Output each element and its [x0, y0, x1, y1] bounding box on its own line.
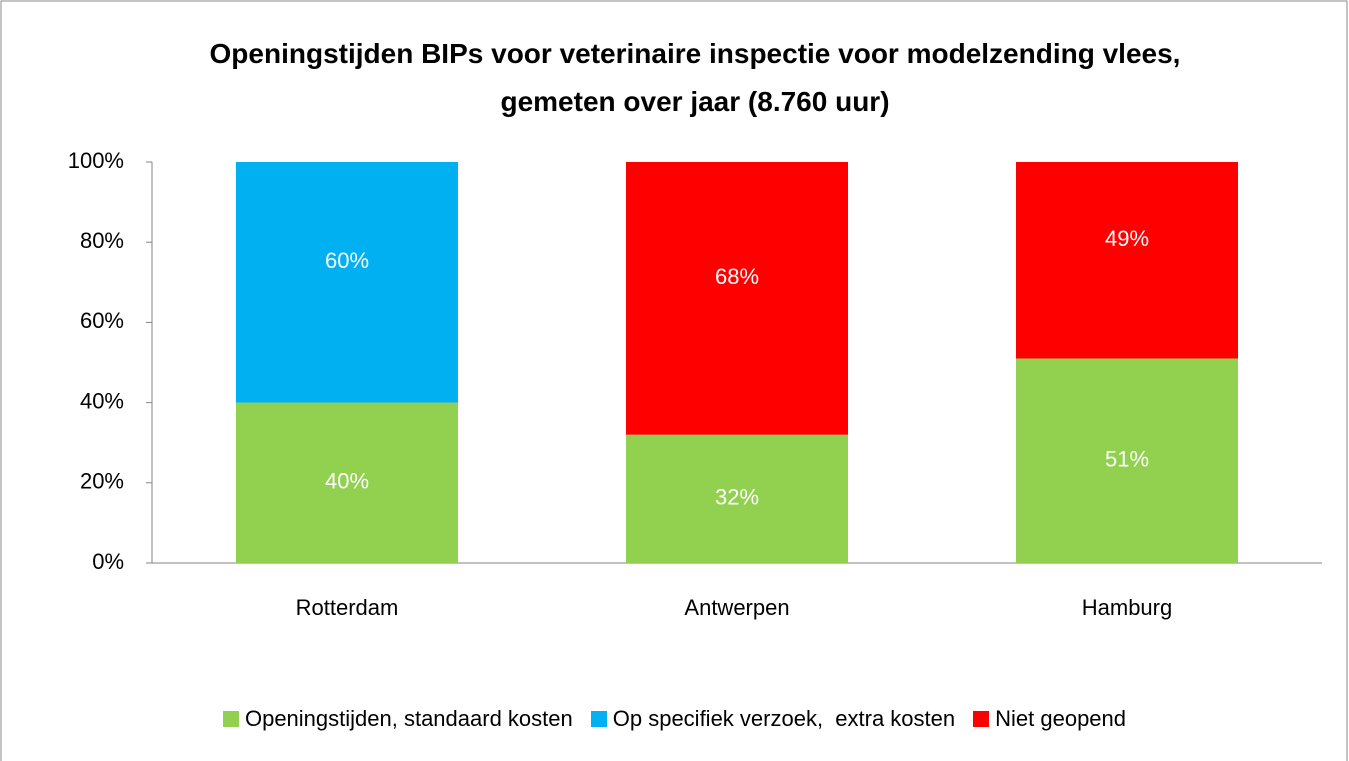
data-label: 51%: [1105, 447, 1149, 472]
data-label: 68%: [715, 264, 759, 289]
data-label: 32%: [715, 485, 759, 510]
x-tick-label: Antwerpen: [684, 595, 789, 620]
data-label: 49%: [1105, 226, 1149, 251]
data-label: 60%: [325, 248, 369, 273]
legend-label: Op specifiek verzoek, extra kosten: [612, 706, 956, 731]
y-tick-label: 0%: [92, 549, 124, 574]
y-tick-label: 80%: [80, 228, 124, 253]
legend-item: Niet geopend: [973, 706, 1126, 732]
legend-swatch: [590, 711, 607, 727]
bar-segment: [236, 402, 458, 563]
legend-swatch: [973, 711, 990, 727]
y-tick-label: 100%: [68, 148, 124, 173]
data-label: 40%: [325, 469, 369, 494]
legend-item: Openingstijden, standaard kosten: [222, 706, 573, 732]
x-tick-label: Hamburg: [1082, 595, 1172, 620]
bar-segment: [236, 162, 458, 403]
y-tick-label: 60%: [80, 308, 124, 333]
y-tick-label: 40%: [80, 388, 124, 413]
bar-segment: [626, 434, 848, 563]
legend-swatch: [222, 711, 239, 727]
legend-label: Openingstijden, standaard kosten: [244, 706, 573, 731]
legend-label: Niet geopend: [995, 706, 1127, 731]
chart-title: Openingstijden BIPs voor veterinaire ins…: [209, 38, 1181, 117]
bar-segment: [1016, 358, 1238, 563]
bar-segment: [626, 162, 848, 435]
legend: Openingstijden, standaard kosten Op speci…: [0, 706, 1349, 732]
legend-item: Op specifiek verzoek, extra kosten: [590, 706, 956, 732]
x-tick-label: Rotterdam: [296, 595, 399, 620]
bar-segment: [1016, 162, 1238, 359]
y-tick-label: 20%: [80, 469, 124, 494]
